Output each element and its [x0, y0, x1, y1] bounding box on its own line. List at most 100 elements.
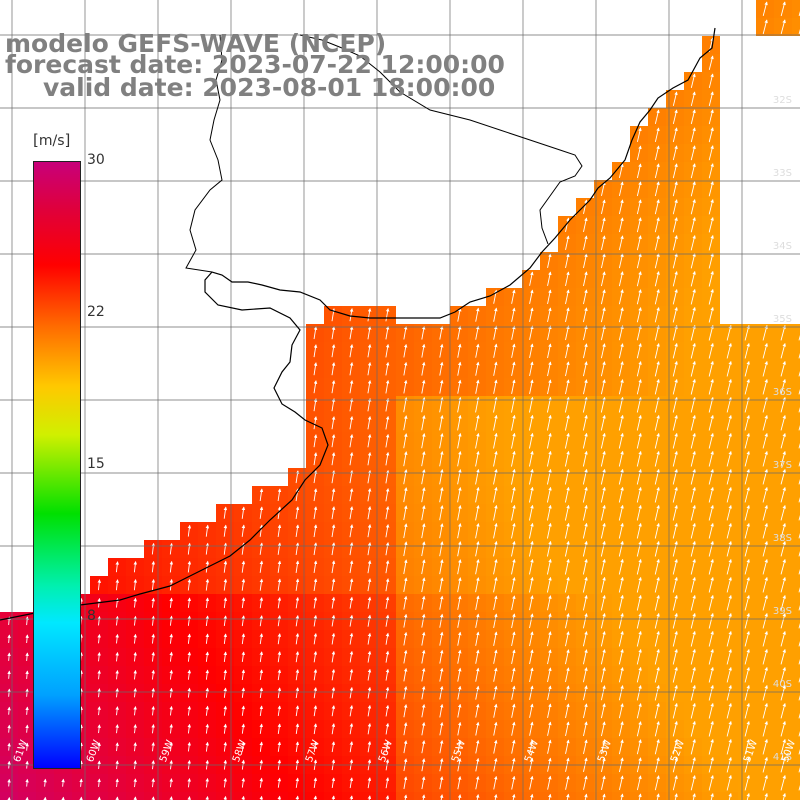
wind-arrow	[385, 451, 390, 466]
wind-arrow	[744, 360, 750, 377]
wind-arrow	[403, 433, 408, 449]
colorbar-unit: [m/s]	[33, 131, 71, 149]
wind-arrow	[277, 506, 282, 519]
wind-arrow	[690, 145, 696, 161]
wind-arrow	[582, 468, 588, 485]
wind-arrow	[762, 324, 768, 341]
wind-arrow	[565, 271, 570, 287]
wind-arrow	[690, 342, 696, 359]
wind-arrow	[277, 542, 282, 555]
wind-arrow	[618, 181, 624, 197]
wind-arrow	[618, 253, 624, 269]
wind-arrow	[457, 432, 462, 449]
wind-cell	[792, 648, 800, 666]
wind-arrow	[367, 325, 372, 340]
wind-arrow	[708, 432, 714, 449]
wind-arrow	[511, 540, 516, 557]
colorbar-gradient	[33, 161, 81, 769]
wind-arrow	[726, 414, 732, 431]
wind-arrow	[654, 450, 660, 467]
wind-arrow	[690, 252, 696, 269]
wind-arrow	[367, 560, 372, 574]
wind-cell	[648, 792, 666, 800]
wind-arrow	[744, 342, 750, 359]
wind-arrow	[744, 522, 750, 539]
wind-arrow	[780, 522, 786, 539]
wind-cell	[792, 18, 800, 36]
wind-arrow	[349, 380, 354, 394]
wind-arrow	[672, 558, 678, 575]
wind-arrow	[475, 414, 480, 431]
wind-arrow	[762, 342, 768, 359]
wind-arrow	[618, 540, 624, 557]
wind-arrow	[582, 414, 588, 431]
wind-arrow	[744, 414, 750, 431]
wind-arrow	[439, 379, 444, 394]
wind-arrow	[547, 379, 552, 395]
wind-arrow	[313, 560, 318, 574]
wind-arrow	[690, 432, 696, 449]
wind-arrow	[439, 451, 444, 467]
wind-arrow	[187, 542, 192, 555]
wind-arrow	[601, 235, 606, 251]
wind-arrow	[726, 324, 732, 341]
wind-arrow	[708, 540, 714, 557]
wind-arrow	[618, 468, 624, 485]
wind-arrow	[744, 504, 750, 521]
wind-arrow	[726, 468, 732, 485]
wind-arrow	[546, 468, 552, 485]
wind-arrow	[331, 380, 336, 394]
wind-arrow	[457, 523, 462, 539]
wind-arrow	[708, 288, 714, 305]
wind-arrow	[564, 504, 570, 521]
wind-arrow	[690, 360, 696, 377]
wind-arrow	[367, 524, 372, 538]
wind-arrow	[529, 504, 534, 521]
wind-arrow	[780, 432, 786, 449]
wind-arrow	[654, 217, 660, 233]
wind-cell	[558, 792, 576, 800]
wind-arrow	[475, 450, 480, 467]
wind-arrow	[475, 361, 480, 376]
wind-arrow	[511, 307, 516, 322]
wind-arrow	[672, 486, 678, 503]
wind-arrow	[331, 344, 336, 358]
wind-arrow	[618, 343, 624, 359]
wind-arrow	[493, 558, 498, 575]
valid-date: valid date: 2023-08-01 18:00:00	[43, 73, 496, 102]
wind-arrow	[690, 217, 696, 233]
wind-arrow	[529, 307, 534, 322]
wind-arrow	[475, 522, 480, 539]
wind-cell	[792, 630, 800, 648]
wind-arrow	[511, 414, 516, 431]
wind-arrow	[475, 325, 480, 340]
wind-cell	[792, 0, 800, 18]
wind-arrow	[529, 432, 534, 449]
wind-arrow	[654, 306, 660, 323]
wind-arrow	[636, 450, 642, 467]
wind-arrow	[511, 486, 516, 503]
wind-arrow	[421, 505, 426, 521]
wind-arrow	[690, 450, 696, 467]
wind-arrow	[367, 506, 372, 520]
wind-arrow	[654, 378, 660, 395]
wind-arrow	[564, 432, 570, 449]
wind-arrow	[636, 253, 642, 269]
wind-arrow	[421, 523, 426, 539]
wind-arrow	[349, 362, 354, 376]
wind-arrow	[672, 217, 678, 233]
wind-arrow	[367, 397, 372, 412]
wind-arrow	[385, 415, 390, 430]
wind-arrow	[672, 235, 678, 251]
wind-arrow	[511, 432, 516, 449]
wind-arrow	[313, 452, 318, 466]
wind-arrow	[565, 361, 570, 377]
wind-arrow	[726, 486, 732, 503]
wind-arrow	[546, 558, 552, 575]
wind-arrow	[115, 561, 120, 573]
wind-arrow	[780, 450, 786, 467]
wind-arrow	[529, 468, 534, 485]
wind-arrow	[672, 288, 678, 305]
wind-arrow	[583, 271, 588, 287]
wind-arrow	[762, 19, 768, 35]
